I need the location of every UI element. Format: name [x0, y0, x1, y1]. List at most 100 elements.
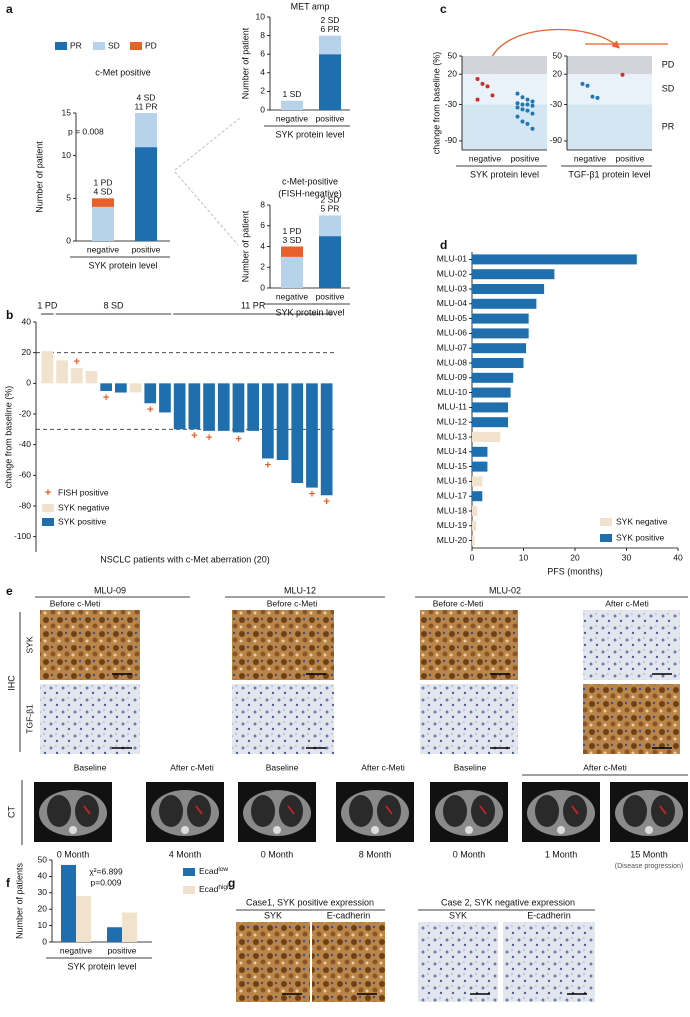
y-tick-label: 10 [38, 920, 48, 930]
case-title: MLU-12 [284, 585, 316, 595]
y-tick-label: MLU-01 [437, 254, 468, 264]
data-point [530, 99, 535, 104]
x-axis-label: SYK protein level [275, 307, 344, 317]
ct-arrow [385, 805, 393, 815]
data-point [525, 108, 530, 113]
section-label: IHC [6, 675, 16, 691]
y-tick-label: 40 [38, 871, 48, 881]
y-tick-label: MLU-13 [437, 431, 468, 441]
ct-lung [47, 795, 71, 827]
data-point [515, 91, 520, 96]
ihc-image [232, 610, 334, 680]
ct-time: 4 Month [169, 849, 202, 859]
y-axis-label: change from baseline (%) [3, 386, 13, 489]
panel-label: b [6, 308, 13, 322]
response-zone [567, 74, 652, 105]
y-tick-label: MLU-09 [437, 372, 468, 382]
zone-label: SD [662, 84, 675, 94]
y-tick-label: 20 [22, 347, 32, 357]
bar [472, 387, 511, 398]
legend-swatch [42, 518, 54, 526]
data-point [475, 77, 480, 82]
y-tick-label: 4 [260, 241, 265, 251]
data-point [520, 119, 525, 124]
bar [159, 383, 171, 413]
bar [472, 298, 537, 309]
ct-arrow [195, 805, 203, 815]
ihc-image [418, 922, 498, 1002]
ihc-header: Before c-Meti [267, 598, 318, 608]
group-label: 8 SD [103, 300, 124, 310]
fish-marker: + [74, 356, 80, 368]
ct-time: 8 Month [359, 849, 392, 859]
bar [232, 383, 245, 433]
bar-label: 4 SD [137, 92, 156, 102]
data-point [595, 95, 600, 100]
ct-spine [181, 826, 189, 834]
y-tick-label: 20 [448, 68, 458, 78]
bar [129, 383, 142, 393]
ct-lung [159, 795, 183, 827]
y-axis-label: Number of patients [14, 862, 24, 939]
bar [472, 343, 527, 354]
bar [144, 383, 157, 404]
bar [472, 535, 475, 546]
data-point [515, 101, 520, 106]
y-tick-label: MLU-14 [437, 446, 468, 456]
panel-label: d [440, 238, 447, 252]
ct-lung [349, 795, 373, 827]
y-tick-label: 8 [260, 199, 265, 209]
ct-lung [623, 795, 647, 827]
bar-segment [319, 35, 341, 55]
x-axis-label: SYK protein level [275, 129, 344, 139]
y-tick-label: MLU-06 [437, 328, 468, 338]
x-axis-label: SYK protein level [470, 169, 539, 179]
bar-segment [135, 147, 157, 241]
ct-note: (Disease progression) [615, 863, 683, 870]
y-tick-label: MLU-12 [437, 416, 468, 426]
ct-time: 0 Month [261, 849, 294, 859]
data-point [620, 72, 625, 77]
ct-time: 0 Month [57, 849, 90, 859]
y-tick-label: -90 [445, 135, 458, 145]
y-tick-label: 20 [38, 903, 48, 913]
bar [472, 284, 545, 294]
bar-label: 2 SD [321, 15, 340, 25]
chart-title: c-Met-positive [282, 176, 338, 186]
y-tick-label: -100 [14, 531, 31, 541]
ct-header: After c-Meti [583, 762, 627, 772]
arrow [489, 28, 620, 62]
bar [276, 383, 289, 460]
bar [320, 383, 333, 496]
y-tick-label: 4 [260, 67, 265, 77]
bar-segment [92, 198, 114, 207]
y-axis-label: change from baseline (%) [431, 52, 441, 155]
y-tick-label: MLU-08 [437, 357, 468, 367]
y-tick-label: 10 [62, 150, 72, 160]
bar [61, 864, 76, 942]
fish-marker: + [309, 489, 315, 501]
data-point [475, 97, 480, 102]
ihc-header: Before c-Meti [433, 598, 484, 608]
x-tick-label: negative [574, 153, 606, 163]
legend-superscript: low [218, 866, 228, 873]
legend-label: SYK positive [58, 516, 106, 526]
chart-title: (FISH-negative) [278, 188, 342, 198]
x-axis-label: TGF-β1 protein level [568, 169, 650, 179]
response-zone [462, 104, 547, 150]
bar [472, 461, 488, 472]
data-point [520, 95, 525, 100]
response-zone [567, 104, 652, 150]
response-zone [462, 74, 547, 105]
y-tick-label: -30 [445, 99, 458, 109]
bar-label: 4 SD [94, 187, 113, 197]
ct-spine [557, 826, 565, 834]
y-tick-label: 50 [38, 854, 48, 864]
legend-marker: + [45, 487, 51, 499]
legend-swatch [42, 504, 54, 512]
ct-spine [645, 826, 653, 834]
ct-arrow [659, 805, 667, 815]
stain-label: E-cadherin [327, 910, 371, 920]
bar [107, 927, 122, 942]
y-tick-label: MLU-05 [437, 313, 468, 323]
